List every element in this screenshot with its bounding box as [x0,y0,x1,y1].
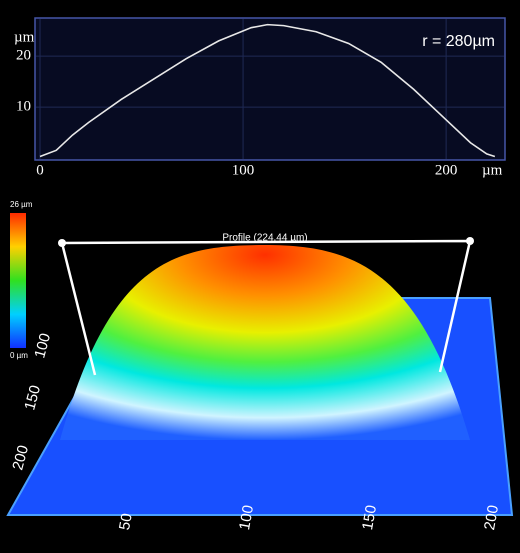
dome [60,245,470,440]
axis-tick: 50 [116,512,136,531]
x-unit: µm [482,162,503,178]
axis-tick: 100 [31,331,54,360]
axis-tick: 150 [359,504,380,532]
profile-end [58,239,66,247]
axis-tick: 100 [236,504,257,532]
scale-min: 0 µm [10,351,28,360]
annotation: r = 280µm [422,33,495,50]
profile-label: Profile (224.44 µm) [222,233,307,244]
render-3d: 26 µm 0 µm Profile (224.44 µm) 100 150 2… [6,200,514,532]
scale-max: 26 µm [10,200,33,209]
y-unit: µm [14,29,35,45]
color-scale [10,213,26,348]
x-tick-label: 0 [36,162,44,178]
y-tick-label: 10 [16,99,31,115]
x-tick-label: 200 [435,162,458,178]
profile-end [466,237,474,245]
axis-tick: 150 [21,383,44,412]
profile-curve [39,23,496,158]
x-tick-label: 100 [232,162,255,178]
profile-line [60,239,472,376]
axis-tick: 200 [481,504,502,532]
y-tick-label: 20 [16,48,31,64]
axis-tick: 200 [9,443,32,472]
plot-frame [34,17,506,161]
